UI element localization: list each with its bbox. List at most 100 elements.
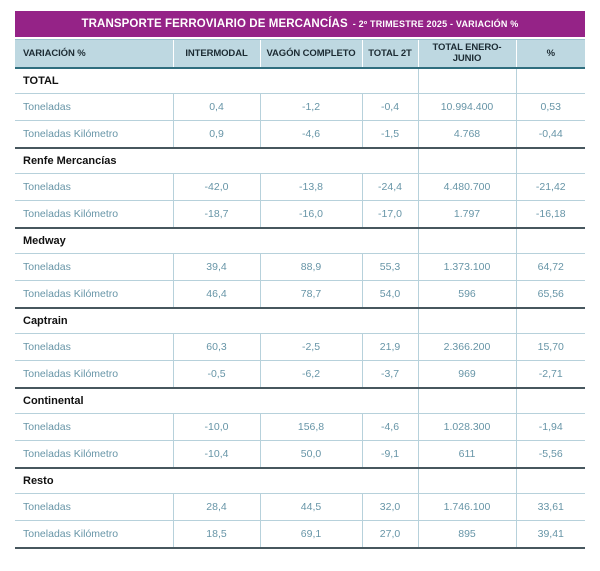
table-row: Toneladas Kilómetro 46,4 78,7 54,0 596 6…: [15, 280, 585, 308]
value-cell: 39,41: [515, 520, 585, 549]
value-cell: 895: [417, 520, 516, 549]
value-cell: -10,4: [172, 440, 260, 468]
value-cell: 4.768: [417, 120, 516, 148]
value-cell: 28,4: [172, 493, 260, 521]
value-cell: -0,4: [361, 93, 418, 121]
col-header-percent: %: [515, 39, 585, 69]
value-cell: -13,8: [259, 173, 362, 201]
value-cell: 78,7: [259, 280, 362, 308]
empty-cell: [515, 466, 585, 494]
value-cell: -4,6: [259, 120, 362, 148]
value-cell: -9,1: [361, 440, 418, 468]
table-row: Toneladas Kilómetro -10,4 50,0 -9,1 611 …: [15, 440, 585, 468]
value-cell: 15,70: [515, 333, 585, 361]
table-title-bar: TRANSPORTE FERROVIARIO DE MERCANCÍAS - 2…: [15, 11, 585, 37]
value-cell: -3,7: [361, 360, 418, 388]
value-cell: -4,6: [361, 413, 418, 441]
value-cell: 64,72: [515, 253, 585, 281]
row-label: Toneladas Kilómetro: [15, 200, 173, 228]
value-cell: 4.480.700: [417, 173, 516, 201]
section-row-total: TOTAL: [15, 67, 585, 94]
empty-cell: [417, 306, 516, 334]
section-row-medway: Medway: [15, 226, 585, 254]
table-row: Toneladas 60,3 -2,5 21,9 2.366.200 15,70: [15, 333, 585, 361]
value-cell: 44,5: [259, 493, 362, 521]
value-cell: 65,56: [515, 280, 585, 308]
row-label: Toneladas Kilómetro: [15, 440, 173, 468]
column-header-row: VARIACIÓN % INTERMODAL VAGÓN COMPLETO TO…: [15, 39, 585, 69]
table-row: Toneladas 0,4 -1,2 -0,4 10.994.400 0,53: [15, 93, 585, 121]
empty-cell: [515, 67, 585, 94]
value-cell: -21,42: [515, 173, 585, 201]
empty-cell: [417, 386, 516, 414]
value-cell: -1,94: [515, 413, 585, 441]
value-cell: 0,9: [172, 120, 260, 148]
table-row: Toneladas Kilómetro -0,5 -6,2 -3,7 969 -…: [15, 360, 585, 388]
value-cell: -18,7: [172, 200, 260, 228]
empty-cell: [417, 67, 516, 94]
value-cell: -0,44: [515, 120, 585, 148]
table-title-main: TRANSPORTE FERROVIARIO DE MERCANCÍAS: [81, 18, 348, 30]
value-cell: -2,5: [259, 333, 362, 361]
value-cell: -16,18: [515, 200, 585, 228]
table-row: Toneladas Kilómetro 0,9 -4,6 -1,5 4.768 …: [15, 120, 585, 148]
value-cell: 60,3: [172, 333, 260, 361]
value-cell: -6,2: [259, 360, 362, 388]
value-cell: 32,0: [361, 493, 418, 521]
value-cell: 21,9: [361, 333, 418, 361]
row-label: Toneladas: [15, 173, 173, 201]
value-cell: 69,1: [259, 520, 362, 549]
value-cell: 1.746.100: [417, 493, 516, 521]
value-cell: 33,61: [515, 493, 585, 521]
empty-cell: [515, 226, 585, 254]
row-label: Toneladas: [15, 253, 173, 281]
value-cell: 596: [417, 280, 516, 308]
row-label: Toneladas: [15, 333, 173, 361]
empty-cell: [515, 306, 585, 334]
value-cell: 46,4: [172, 280, 260, 308]
table-row: Toneladas 39,4 88,9 55,3 1.373.100 64,72: [15, 253, 585, 281]
value-cell: -2,71: [515, 360, 585, 388]
section-row-renfe-mercancias: Renfe Mercancías: [15, 146, 585, 174]
value-cell: 1.797: [417, 200, 516, 228]
value-cell: 2.366.200: [417, 333, 516, 361]
section-name: Medway: [15, 226, 418, 254]
table-row: Toneladas -10,0 156,8 -4,6 1.028.300 -1,…: [15, 413, 585, 441]
value-cell: -1,2: [259, 93, 362, 121]
value-cell: 55,3: [361, 253, 418, 281]
empty-cell: [417, 466, 516, 494]
table-row: Toneladas Kilómetro -18,7 -16,0 -17,0 1.…: [15, 200, 585, 228]
value-cell: 0,53: [515, 93, 585, 121]
section-row-captrain: Captrain: [15, 306, 585, 334]
value-cell: -1,5: [361, 120, 418, 148]
row-label: Toneladas Kilómetro: [15, 520, 173, 549]
row-label: Toneladas Kilómetro: [15, 280, 173, 308]
table-row: Toneladas 28,4 44,5 32,0 1.746.100 33,61: [15, 493, 585, 521]
row-label: Toneladas: [15, 93, 173, 121]
data-table: VARIACIÓN % INTERMODAL VAGÓN COMPLETO TO…: [15, 39, 585, 549]
value-cell: 54,0: [361, 280, 418, 308]
empty-cell: [515, 386, 585, 414]
section-name: TOTAL: [23, 74, 59, 87]
value-cell: -10,0: [172, 413, 260, 441]
value-cell: 156,8: [259, 413, 362, 441]
section-row-resto: Resto: [15, 466, 585, 494]
value-cell: 39,4: [172, 253, 260, 281]
section-name: Captrain: [15, 306, 418, 334]
empty-cell: [417, 226, 516, 254]
col-header-total-enero-junio: TOTAL ENERO-JUNIO: [417, 39, 516, 69]
value-cell: 27,0: [361, 520, 418, 549]
freight-rail-table: TRANSPORTE FERROVIARIO DE MERCANCÍAS - 2…: [15, 11, 585, 549]
row-label: Toneladas Kilómetro: [15, 120, 173, 148]
value-cell: -42,0: [172, 173, 260, 201]
value-cell: 1.028.300: [417, 413, 516, 441]
value-cell: 88,9: [259, 253, 362, 281]
value-cell: 611: [417, 440, 516, 468]
value-cell: 1.373.100: [417, 253, 516, 281]
value-cell: 10.994.400: [417, 93, 516, 121]
col-header-vagon-completo: VAGÓN COMPLETO: [259, 39, 362, 69]
row-label: Toneladas: [15, 413, 173, 441]
value-cell: 50,0: [259, 440, 362, 468]
section-name: Renfe Mercancías: [15, 146, 418, 174]
